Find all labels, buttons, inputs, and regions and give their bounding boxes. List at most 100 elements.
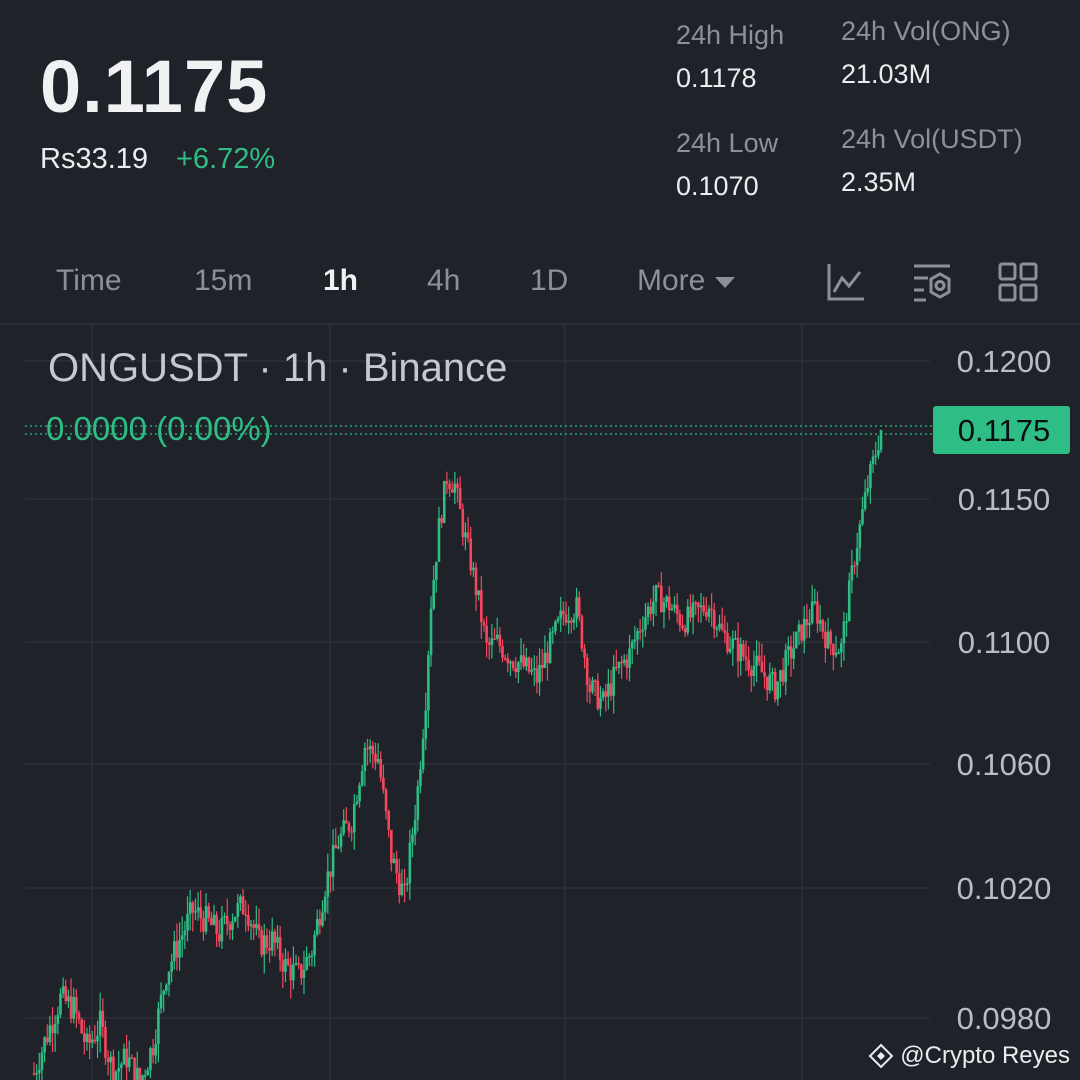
candle-body: [601, 691, 605, 698]
tab-time[interactable]: Time: [56, 264, 122, 297]
candle-body: [170, 961, 173, 972]
candle-body: [382, 777, 385, 790]
candle-body: [678, 613, 682, 626]
candle-body: [432, 579, 435, 609]
candle-body: [374, 753, 377, 763]
candle-body: [130, 1057, 134, 1060]
tab-15m[interactable]: 15m: [194, 264, 253, 297]
candle-body: [781, 670, 785, 682]
candle-body: [636, 631, 639, 640]
candle-body: [464, 532, 467, 538]
indicator-line-chart-icon[interactable]: [826, 262, 866, 302]
candle-body: [559, 610, 563, 619]
candle-body: [689, 606, 692, 618]
candle-body: [93, 1039, 97, 1042]
candle-body: [466, 532, 470, 539]
candle-body: [765, 676, 769, 691]
candle-body: [231, 921, 234, 931]
candle-body: [387, 810, 390, 830]
candle-body: [506, 658, 510, 664]
candle-body: [315, 919, 319, 935]
candle-body: [138, 1068, 142, 1080]
candle-body: [548, 632, 552, 663]
tab-4h[interactable]: 4h: [427, 264, 461, 297]
candle-body: [837, 652, 840, 654]
candle-body: [712, 610, 716, 629]
candle-body: [154, 1044, 158, 1056]
candle-body: [212, 914, 216, 925]
candle-body: [204, 906, 208, 932]
candle-body: [82, 1033, 86, 1043]
candle-body: [323, 896, 327, 913]
candle-body: [710, 608, 713, 611]
candle-body: [106, 1057, 110, 1063]
candle-body: [763, 672, 766, 677]
candlestick-chart[interactable]: ONGUSDT · 1h · Binance 0.0000 (0.00%) 0.…: [0, 325, 1080, 1080]
candle-body: [567, 620, 570, 623]
candle-body: [554, 621, 557, 632]
stat-high-value: 0.1178: [676, 63, 757, 93]
candle-body: [652, 601, 655, 614]
candle-body: [768, 674, 772, 691]
candle-body: [125, 1048, 128, 1068]
candle-body: [252, 924, 255, 928]
y-axis-tick-label: 0.1100: [958, 625, 1051, 660]
candle-body: [461, 509, 465, 538]
candle-body: [853, 565, 856, 567]
candle-body: [352, 804, 356, 833]
candle-body: [358, 785, 361, 802]
candle-body: [789, 646, 793, 659]
settings-filter-icon[interactable]: [912, 262, 952, 302]
candle-body: [307, 956, 311, 958]
tab-1d[interactable]: 1D: [530, 264, 569, 297]
candle-body: [413, 819, 417, 835]
candle-body: [175, 941, 179, 958]
candle-body: [808, 622, 811, 626]
candle-body: [368, 745, 372, 750]
candle-body: [532, 668, 536, 670]
candle-body: [628, 648, 631, 668]
candle-body: [85, 1033, 89, 1043]
candle-body: [345, 820, 348, 824]
candle-body: [429, 608, 433, 656]
candle-body: [649, 606, 653, 614]
candle-body: [517, 662, 520, 673]
candle-body: [734, 637, 737, 640]
grid-layout-icon[interactable]: [998, 262, 1038, 302]
candle-body: [784, 650, 788, 682]
candle-body: [202, 918, 205, 932]
candle-body: [191, 902, 195, 913]
candle-body: [101, 1010, 105, 1028]
candle-body: [236, 903, 240, 918]
candle-body: [225, 916, 229, 925]
candle-body: [720, 623, 724, 630]
candle-body: [736, 637, 740, 662]
candle-body: [609, 683, 613, 696]
candle-body: [98, 1010, 102, 1036]
candle-body: [262, 935, 266, 955]
candle-body: [416, 786, 420, 820]
candle-body: [371, 745, 375, 754]
tab-more[interactable]: More: [637, 264, 736, 298]
candle-body: [813, 601, 817, 603]
last-price-tag-text: 0.1175: [958, 413, 1051, 448]
candle-body: [64, 986, 68, 1002]
candle-body: [728, 648, 732, 652]
y-axis-tick-label: 0.1020: [957, 871, 1052, 906]
candle-body: [675, 604, 679, 614]
candle-body: [90, 1039, 94, 1043]
candle-body: [270, 931, 274, 951]
candle-body: [215, 914, 218, 935]
candle-body: [612, 666, 615, 696]
candle-body: [395, 858, 398, 874]
candle-body: [162, 990, 165, 995]
candle-body: [149, 1048, 152, 1071]
candle-body: [519, 655, 523, 663]
stat-vol-quote-value: 2.35M: [841, 167, 917, 197]
change-label: 0.0000 (0.00%): [46, 410, 272, 447]
candle-body: [792, 648, 795, 659]
candle-body: [186, 914, 189, 931]
tab-1h[interactable]: 1h: [323, 264, 359, 297]
candle-body: [421, 738, 425, 770]
candle-body: [35, 1072, 38, 1075]
